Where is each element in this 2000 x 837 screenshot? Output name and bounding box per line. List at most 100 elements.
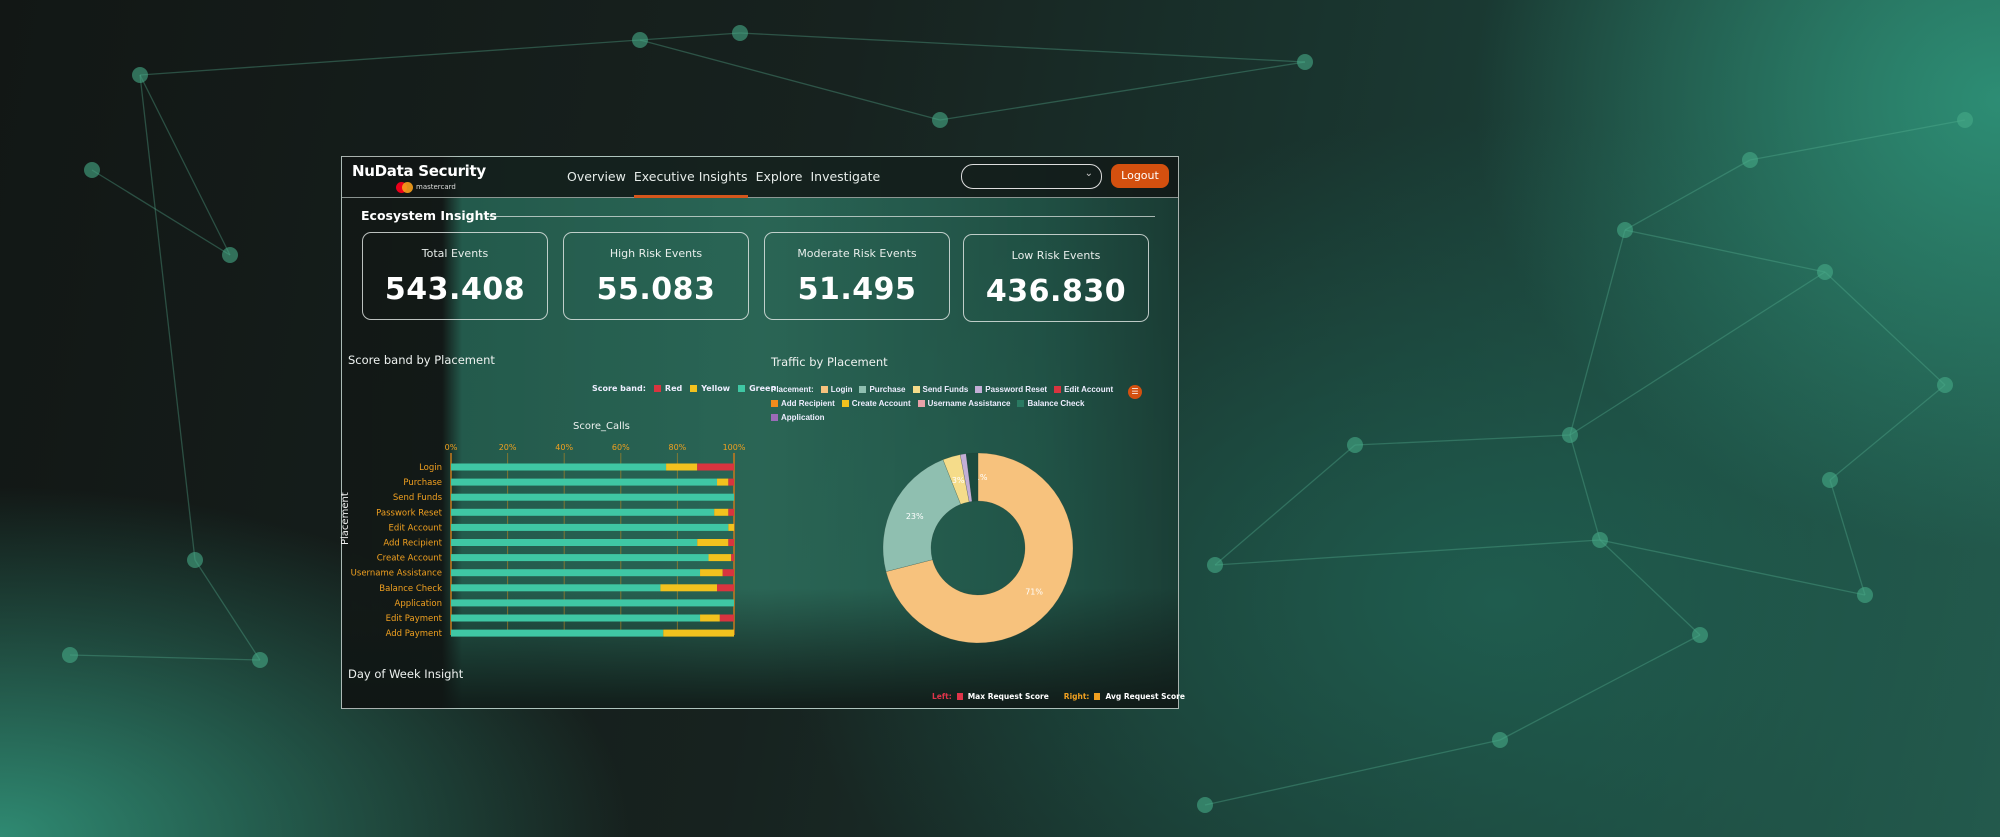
network-node xyxy=(1822,472,1838,488)
x-tick-label: 0% xyxy=(445,443,458,452)
legend-item[interactable]: Edit Account xyxy=(1054,385,1113,395)
bar-segment-yellow xyxy=(660,584,718,592)
x-tick-label: 40% xyxy=(555,443,573,452)
nav-executive-insights[interactable]: Executive Insights xyxy=(633,169,748,198)
main-nav: Overview Executive Insights Explore Inve… xyxy=(567,169,880,198)
bar-segment-yellow xyxy=(700,614,720,622)
bar-segment-green xyxy=(451,463,667,471)
y-tick-label: Purchase xyxy=(403,478,442,488)
network-line xyxy=(139,74,231,256)
network-line xyxy=(1749,119,1966,161)
y-tick-label: Add Payment xyxy=(386,629,443,639)
network-line xyxy=(69,654,261,661)
network-line xyxy=(1824,271,1946,386)
bar-segment-green xyxy=(451,508,715,516)
legend-yellow: Yellow xyxy=(690,384,730,393)
network-node xyxy=(1617,222,1633,238)
slice-label: 23% xyxy=(906,512,924,521)
day-of-week-title: Day of Week Insight xyxy=(348,667,464,681)
y-tick-label: Add Recipient xyxy=(383,539,442,549)
network-node xyxy=(84,162,100,178)
slice-label: 1% xyxy=(975,473,988,482)
donut-slice xyxy=(882,459,962,572)
bar-segment-red xyxy=(722,569,734,577)
network-node xyxy=(1197,797,1213,813)
nav-explore[interactable]: Explore xyxy=(755,169,803,184)
network-node xyxy=(1857,587,1873,603)
network-node xyxy=(62,647,78,663)
network-line xyxy=(91,169,231,256)
network-line xyxy=(939,61,1306,121)
bar-segment-red xyxy=(717,584,734,592)
mastercard-logo: mastercard xyxy=(396,182,456,194)
legend-item[interactable]: Username Assistance xyxy=(917,399,1010,409)
network-line xyxy=(1599,539,1701,636)
network-node xyxy=(932,112,948,128)
context-select[interactable]: ⌄ xyxy=(961,164,1102,189)
legend-red: Red xyxy=(653,384,682,393)
legend-item[interactable]: Add Recipient xyxy=(771,399,835,409)
legend-title: Placement: xyxy=(771,385,814,394)
network-node xyxy=(1937,377,1953,393)
network-line xyxy=(739,32,1306,63)
legend-item[interactable]: Balance Check xyxy=(1017,399,1084,409)
y-tick-label: Username Assistance xyxy=(351,569,442,579)
logout-button[interactable]: Logout xyxy=(1111,164,1169,188)
network-line xyxy=(1599,539,1866,596)
bar-segment-green xyxy=(451,569,701,577)
bar-segment-yellow xyxy=(717,478,729,486)
score-calls-axis-title: Score_Calls xyxy=(573,421,630,432)
bar-segment-red xyxy=(728,508,734,516)
bar-segment-green xyxy=(451,629,664,637)
x-tick-label: 100% xyxy=(723,443,746,452)
network-node xyxy=(1562,427,1578,443)
bar-segment-red xyxy=(731,554,734,562)
legend-green: Green xyxy=(738,384,776,393)
y-tick-label: Create Account xyxy=(377,554,443,564)
network-node xyxy=(1817,264,1833,280)
network-line xyxy=(639,39,941,121)
top-nav-bar: NuData Security mastercard Overview Exec… xyxy=(342,157,1178,198)
bar-segment-green xyxy=(451,614,701,622)
nudata-logo[interactable]: NuData Security mastercard xyxy=(352,162,486,193)
bar-segment-green xyxy=(451,599,734,607)
network-line xyxy=(1624,229,1826,273)
y-tick-label: Send Funds xyxy=(393,493,443,503)
y-tick-label: Login xyxy=(419,463,442,473)
legend-list-icon[interactable]: ☰ xyxy=(1128,385,1142,399)
kpi-high-risk-events: High Risk Events 55.083 xyxy=(563,232,749,320)
dashboard-window: NuData Security mastercard Overview Exec… xyxy=(340,156,1185,709)
network-node xyxy=(1297,54,1313,70)
kpi-moderate-risk-events: Moderate Risk Events 51.495 xyxy=(764,232,950,320)
bar-segment-yellow xyxy=(728,523,734,531)
legend-item[interactable]: Purchase xyxy=(859,385,906,395)
network-line xyxy=(1569,229,1626,436)
legend-item[interactable]: Login xyxy=(820,385,852,395)
nav-investigate[interactable]: Investigate xyxy=(810,169,881,184)
y-tick-label: Edit Account xyxy=(389,523,443,533)
network-node xyxy=(252,652,268,668)
network-line xyxy=(1829,384,1946,481)
network-node xyxy=(732,25,748,41)
nav-overview[interactable]: Overview xyxy=(567,169,626,184)
legend-item[interactable]: Password Reset xyxy=(975,385,1047,395)
score-band-title: Score band by Placement xyxy=(348,353,495,367)
chevron-down-icon: ⌄ xyxy=(1084,168,1093,179)
donut-slice xyxy=(965,452,979,502)
x-tick-label: 60% xyxy=(612,443,630,452)
network-node xyxy=(222,247,238,263)
traffic-title: Traffic by Placement xyxy=(771,355,888,369)
network-node xyxy=(632,32,648,48)
score-band-chart: 0% 20% 40% 60% 80% 100% Login Purchase Send Fund… xyxy=(351,443,746,639)
y-tick-label: Balance Check xyxy=(379,584,442,594)
network-node xyxy=(1207,557,1223,573)
legend-item[interactable]: Create Account xyxy=(841,399,911,409)
network-line xyxy=(194,559,261,661)
bar-segment-green xyxy=(451,554,709,562)
network-line xyxy=(1354,434,1571,446)
network-node xyxy=(1592,532,1608,548)
legend-item[interactable]: Application xyxy=(771,413,825,423)
legend-item[interactable]: Send Funds xyxy=(912,385,968,395)
kpi-low-risk-events: Low Risk Events 436.830 xyxy=(963,234,1149,322)
